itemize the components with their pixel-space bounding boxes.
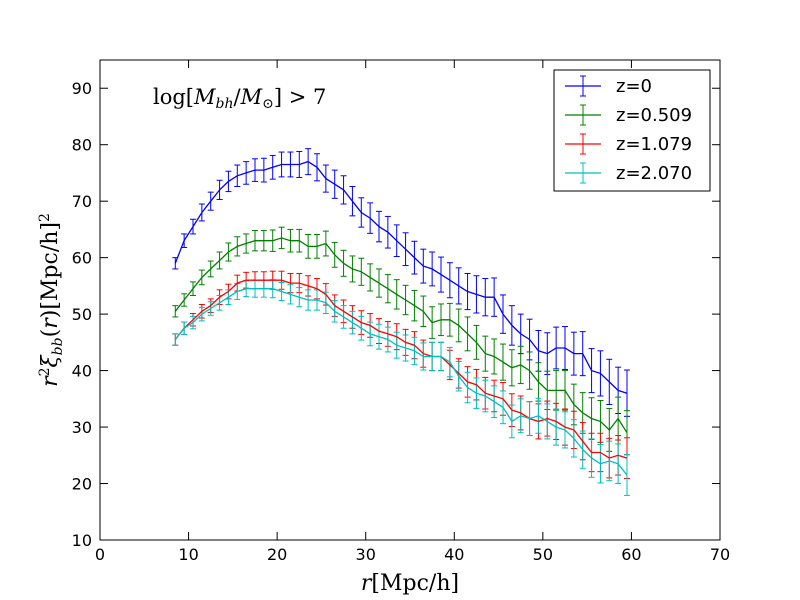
- x-tick-label: 60: [621, 545, 641, 564]
- y-tick-label: 90: [72, 79, 92, 98]
- series-layer: [174, 160, 628, 476]
- x-tick-label: 10: [178, 545, 198, 564]
- legend-label: z=0.509: [616, 105, 692, 126]
- y-tick-label: 80: [72, 136, 92, 155]
- legend-label: z=1.079: [616, 134, 692, 155]
- x-tick-label: 0: [95, 545, 105, 564]
- y-tick-label: 30: [72, 418, 92, 437]
- plot-frame: [99, 59, 721, 541]
- x-tick-label: 30: [356, 545, 376, 564]
- error-bars-layer: [172, 148, 630, 496]
- y-tick-label: 50: [72, 305, 92, 324]
- y-tick-label: 10: [72, 531, 92, 550]
- y-tick-label: 40: [72, 362, 92, 381]
- x-tick-label: 70: [710, 545, 730, 564]
- legend-label: z=0: [616, 76, 652, 97]
- legend-entry: z=2.070: [565, 162, 692, 184]
- series-line-z=0: [174, 160, 628, 394]
- annotation-text: log[Mbh/M⊙] > 7: [153, 85, 326, 112]
- series-3-errorbars: [172, 279, 630, 496]
- legend-box: [553, 69, 711, 192]
- series-1-errorbars: [172, 226, 630, 456]
- legend-entry: z=1.079: [565, 133, 692, 155]
- legend: z=0 z=0.509 z=1.079 z=2.070: [553, 69, 711, 192]
- x-axis-label: r[Mpc/h]: [361, 571, 459, 596]
- y-tick-label: 60: [72, 249, 92, 268]
- legend-entry: z=0.509: [565, 104, 692, 126]
- series-2-errorbars: [172, 270, 630, 479]
- series-line-z=1.079: [174, 279, 628, 459]
- x-tick-label: 40: [444, 545, 464, 564]
- series-line-z=2.070: [174, 288, 628, 476]
- legend-entry: z=0: [565, 75, 652, 97]
- x-tick-label: 20: [267, 545, 287, 564]
- y-axis-label: r2ξbb(r)[Mpc/h]2: [37, 213, 66, 387]
- y-tick-label: 20: [72, 475, 92, 494]
- x-tick-label: 50: [533, 545, 553, 564]
- series-line-z=0.509: [174, 237, 628, 434]
- legend-label: z=2.070: [616, 163, 692, 184]
- y-tick-label: 70: [72, 192, 92, 211]
